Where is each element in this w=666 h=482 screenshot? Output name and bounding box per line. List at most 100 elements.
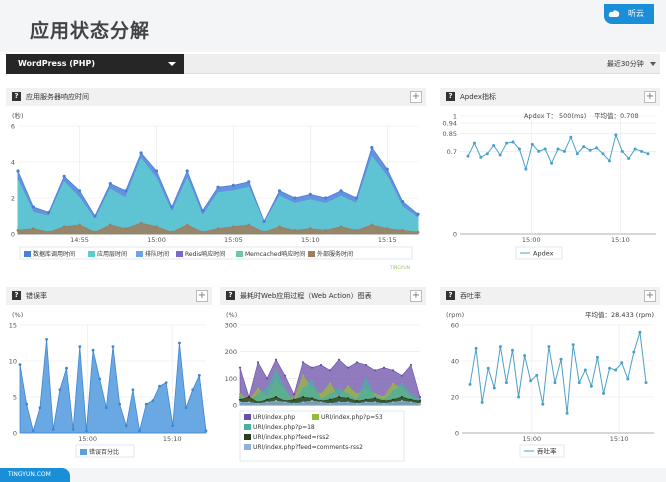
apdex-series-point [550, 161, 554, 165]
error-series-point [85, 429, 88, 433]
legend-item-label: URI/index.php [253, 414, 295, 421]
external-series-point [78, 223, 81, 227]
web-rss2-point [247, 395, 251, 399]
error-series-point [124, 424, 128, 428]
legend-item-swatch [244, 424, 251, 430]
external-series-point [16, 229, 20, 232]
db-series-point [108, 182, 112, 186]
chevron-down-icon [650, 62, 656, 66]
add-button[interactable]: + [196, 290, 208, 302]
db-series-point [139, 151, 143, 155]
error-series-point [98, 377, 102, 381]
error-series-point [178, 341, 181, 345]
web-p53-point [391, 382, 395, 385]
external-series-point [62, 225, 66, 229]
web-p18-point [238, 395, 242, 399]
y-unit-label: (%) [12, 311, 23, 319]
apdex-series-point [601, 152, 605, 156]
web-rss2-point [391, 398, 395, 401]
db-series-point [62, 174, 66, 178]
apdex-series-point [620, 149, 624, 153]
external-series-point [108, 223, 112, 227]
panel-header: ? 错误率 + [6, 287, 212, 305]
apdex-series-point [582, 145, 586, 149]
legend-box [75, 444, 135, 458]
legend-item-swatch [136, 251, 143, 257]
add-button[interactable]: + [410, 290, 422, 302]
help-icon[interactable]: ? [226, 291, 235, 300]
web-index-point [400, 374, 404, 377]
legend-item-label: URI/index.php?feed=comments-rss2 [253, 444, 363, 451]
db-series-point [293, 196, 297, 200]
web-p18-point [301, 387, 305, 391]
x-tick-label: 15:10 [611, 236, 630, 244]
error-series-point [118, 402, 122, 406]
web-comments-rss2-point [319, 401, 323, 404]
help-icon[interactable]: ? [12, 291, 21, 300]
apdex-series-point [646, 152, 650, 156]
web-index-point [301, 361, 305, 364]
web-p18-point [391, 390, 395, 393]
external-series-point [293, 229, 297, 232]
throughput-series-point [486, 366, 490, 370]
web-p18-point [346, 393, 350, 396]
throughput-series-line [469, 332, 647, 414]
db-series-point [124, 189, 128, 193]
db-series-point [247, 180, 251, 184]
web-action-chart: (%) 0 100 200 300 URI/index.php URI/index.php?… [225, 311, 422, 462]
web-index-point [346, 366, 350, 369]
web-p18-point [283, 387, 287, 391]
web-comments-rss2-area [239, 400, 421, 406]
apdex-series-point [575, 152, 579, 156]
web-rss2-point [292, 398, 296, 401]
apdex-series-point [517, 147, 521, 151]
db-series-point [308, 192, 312, 196]
web-comments-rss2-point [373, 401, 377, 404]
y-tick-label: 10 [9, 358, 17, 366]
external-series-point [139, 221, 143, 225]
legend-item-swatch [308, 251, 315, 257]
help-icon[interactable]: ? [12, 92, 21, 101]
add-button[interactable]: + [644, 91, 656, 103]
response-time-panel: ? 应用服务器响应时间 + (秒) 0 2 4 6 14:55 15:00 15:05 15:1… [6, 88, 426, 270]
db-series-point [324, 196, 328, 200]
app-series-area [17, 155, 419, 235]
x-tick-label: 15:00 [522, 236, 541, 244]
external-series-point [47, 230, 51, 234]
apdex-series-point [479, 155, 483, 159]
error-series-point [78, 345, 82, 348]
error-series-point [164, 381, 168, 384]
x-tick-label: 15:10 [301, 236, 320, 244]
help-icon[interactable]: ? [446, 92, 455, 101]
legend-item-swatch [312, 414, 319, 420]
web-comments-rss2-point [256, 402, 260, 405]
footer-brand[interactable]: TINGYUN.COM [0, 468, 70, 482]
help-icon[interactable]: ? [446, 291, 455, 300]
x-tick-label: 15:00 [147, 236, 166, 244]
external-series-point [308, 227, 312, 230]
legend-item-label: 外部服务时间 [317, 250, 353, 258]
legend-item-swatch [244, 444, 251, 450]
panel-header: ? 吞吐率 + [440, 287, 660, 305]
brand-logo[interactable]: 听云 [604, 4, 654, 24]
time-range-selector[interactable]: 最近30分钟 [607, 54, 656, 74]
app-selector[interactable]: WordPress (PHP) [6, 54, 184, 74]
web-p53-point [355, 393, 359, 396]
throughput-series-point [510, 348, 514, 352]
add-button[interactable]: + [410, 91, 422, 103]
legend-item-label: URI/index.php?feed=rss2 [253, 434, 329, 441]
error-series-point [31, 429, 35, 433]
legend-item-swatch [88, 251, 95, 257]
apdex-series-point [492, 144, 496, 147]
add-button[interactable]: + [644, 290, 656, 302]
db-series-point [170, 205, 174, 209]
web-index-point [310, 366, 314, 369]
db-series-point [47, 210, 51, 214]
web-index-point [238, 366, 242, 369]
throughput-series-point [614, 368, 618, 372]
throughput-chart: (rpm) 平均值：28.433 (rpm) 0 20 40 60 15:00 15:10 吞吐… [446, 310, 654, 458]
throughput-series-point [608, 366, 612, 370]
web-index-point [391, 369, 395, 372]
web-rss2-point [265, 398, 269, 401]
y-tick-label: 0.85 [443, 130, 457, 138]
